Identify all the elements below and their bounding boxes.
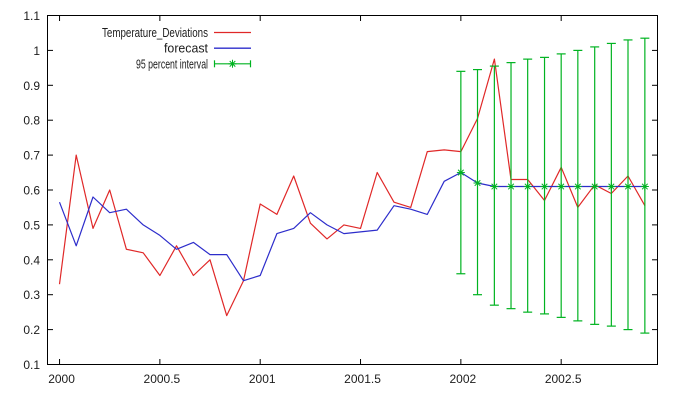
series-95-percent-interval-errorbars: [456, 37, 650, 334]
x-tick-label: 2002: [450, 372, 477, 386]
legend-label: forecast: [164, 41, 208, 56]
y-axis-ticks: 0.1 0.2 0.3 0.4 0.5 0.6 0.7 0.8 0.9 1 1.1: [23, 9, 658, 372]
x-tick-label: 2000.5: [144, 372, 181, 386]
y-tick-label: 0.4: [23, 253, 40, 267]
x-tick-label: 2001: [249, 372, 276, 386]
legend-label: 95 percent interval: [136, 56, 208, 71]
x-axis-ticks: 2000 2000.5 2001 2001.5 2002 2002.5: [48, 15, 582, 386]
y-tick-label: 0.5: [23, 218, 40, 232]
y-tick-label: 1.1: [23, 9, 40, 23]
series-temperature-deviations-line: [58, 58, 646, 317]
y-tick-label: 0.9: [23, 79, 40, 93]
y-tick-label: 0.3: [23, 288, 40, 302]
y-tick-label: 0.1: [23, 358, 40, 372]
x-tick-label: 2001.5: [344, 372, 381, 386]
x-tick-label: 2002.5: [545, 372, 582, 386]
y-tick-label: 0.6: [23, 184, 40, 198]
y-tick-label: 0.8: [23, 114, 40, 128]
y-tick-label: 1: [33, 44, 40, 58]
x-tick-label: 2000: [48, 372, 75, 386]
y-tick-label: 0.7: [23, 149, 40, 163]
y-tick-label: 0.2: [23, 323, 40, 337]
legend-label: Temperature_Deviations: [102, 25, 208, 40]
